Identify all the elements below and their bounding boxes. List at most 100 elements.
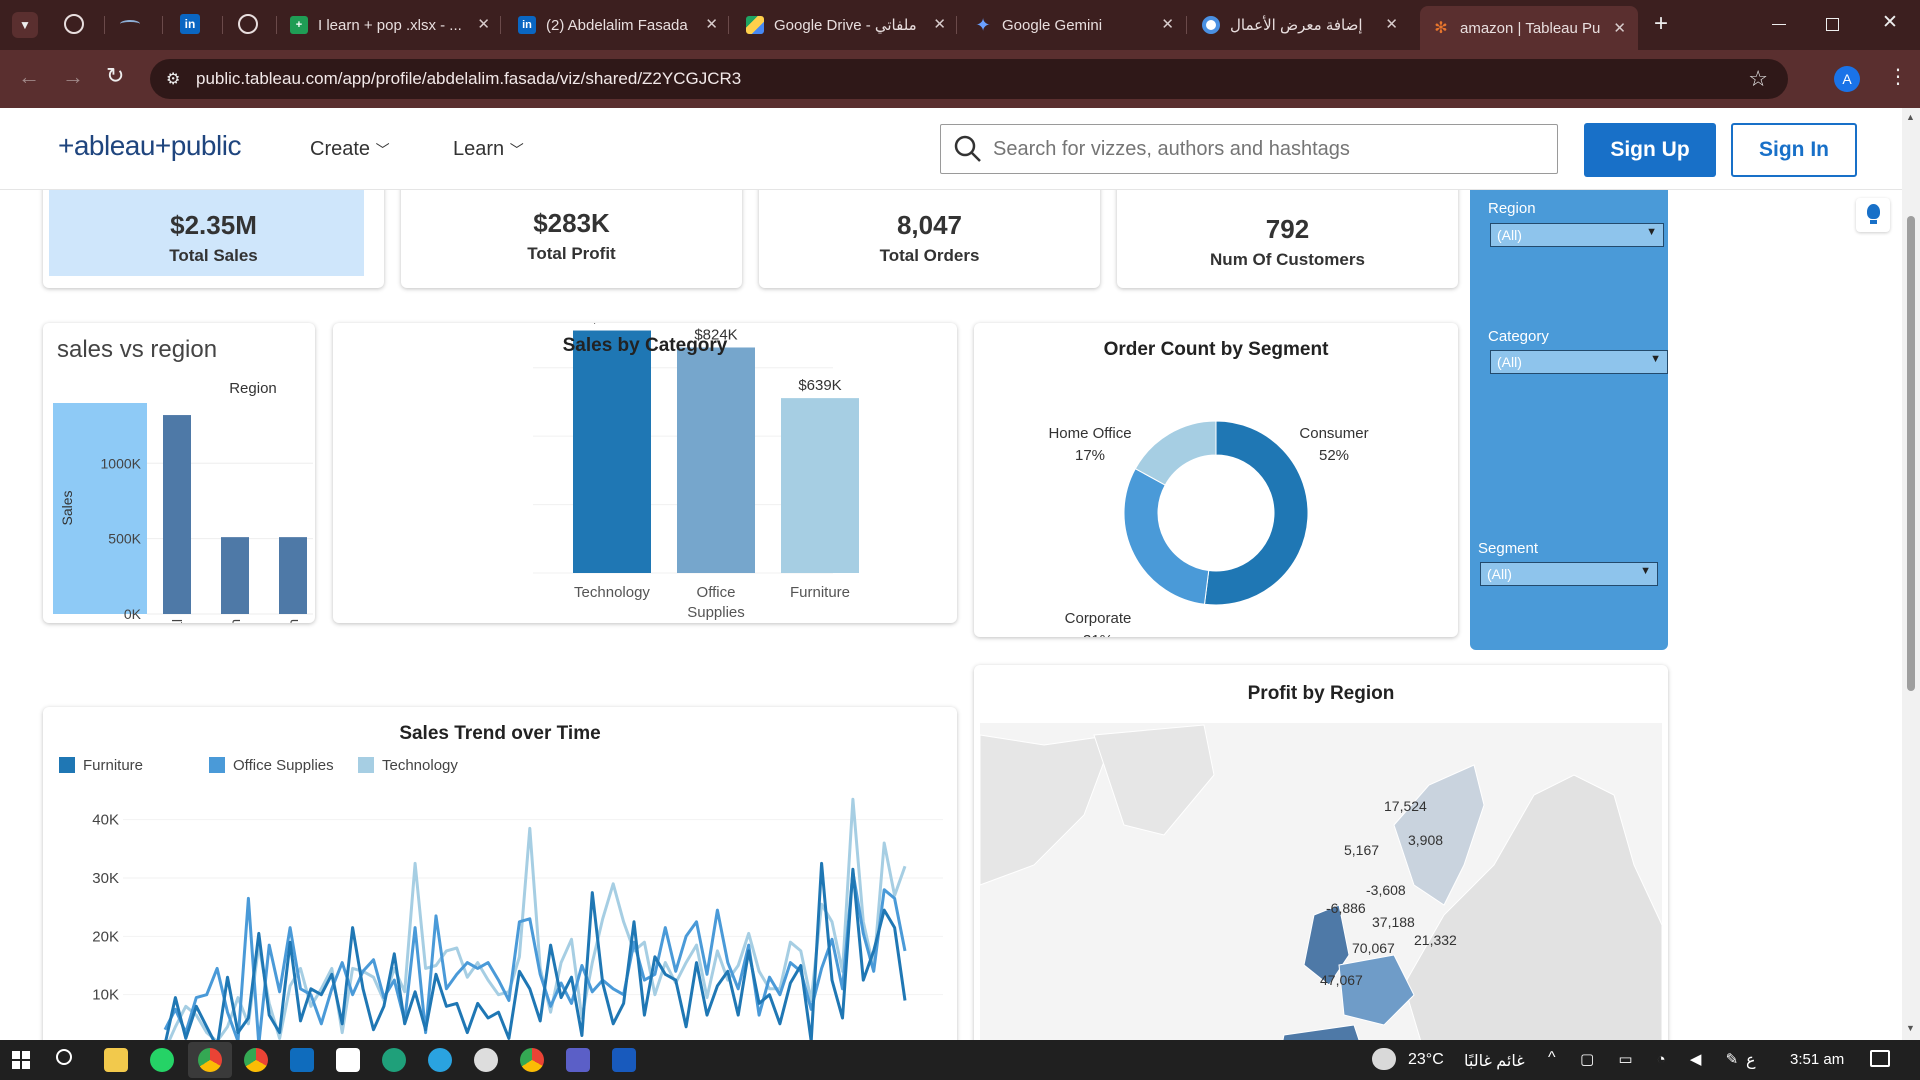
edge-icon[interactable]: [382, 1048, 406, 1072]
close-icon[interactable]: ✕: [1613, 20, 1626, 37]
back-icon[interactable]: ←: [18, 64, 40, 89]
scroll-down-icon[interactable]: ▼: [1906, 1023, 1915, 1033]
linkedin-pinned-icon[interactable]: in: [180, 14, 200, 34]
notifications-icon[interactable]: [1870, 1050, 1890, 1067]
tab-portfolio[interactable]: إضافة معرض الأعمال ✕: [1202, 8, 1398, 42]
search-icon[interactable]: [56, 1049, 72, 1065]
tab-tableau[interactable]: ✻ amazon | Tableau Pu ✕: [1420, 6, 1638, 50]
chart-title: Order Count by Segment: [1103, 339, 1329, 360]
teams-icon[interactable]: [566, 1048, 590, 1072]
filter-region-select[interactable]: (All) ▼: [1490, 223, 1664, 247]
close-icon[interactable]: ✕: [705, 16, 718, 33]
url-bar[interactable]: ⚙ public.tableau.com/app/profile/abdelal…: [150, 59, 1788, 99]
kpi-total-orders: 8,047 Total Orders: [759, 190, 1100, 288]
close-window-button[interactable]: ✕: [1882, 12, 1898, 33]
store-icon[interactable]: [336, 1048, 360, 1072]
y-tick-label: 40K: [92, 812, 119, 829]
avatar[interactable]: A: [1834, 66, 1860, 92]
sign-up-button[interactable]: Sign Up: [1584, 123, 1716, 177]
weather-icon[interactable]: [1372, 1048, 1396, 1070]
filters-panel: Region (All) ▼ Category (All) ▼ Segment (A…: [1470, 190, 1668, 650]
new-tab-button[interactable]: +: [1654, 10, 1669, 37]
data-label: $639K: [798, 377, 841, 394]
pinned-tab-icon[interactable]: [120, 20, 140, 28]
clock[interactable]: 3:51 am: [1790, 1051, 1845, 1068]
menu-icon[interactable]: ⋮: [1888, 66, 1908, 88]
y-tick-label: 500K: [108, 531, 141, 547]
forward-icon[interactable]: →: [62, 64, 84, 89]
scroll-up-icon[interactable]: ▲: [1906, 112, 1915, 122]
tab-search-icon[interactable]: ▼: [12, 12, 38, 38]
language-indicator[interactable]: ع: [1746, 1052, 1756, 1069]
slice-name-label: Consumer: [1299, 425, 1368, 442]
chevron-down-icon: ﹀: [375, 142, 390, 158]
kpi-label: Total Profit: [527, 244, 616, 263]
close-icon[interactable]: ✕: [477, 16, 490, 33]
telegram-icon[interactable]: [428, 1048, 452, 1072]
order-count-by-segment-chart: Consumer 52% Corporate 31% Home Office 17%: [1048, 420, 1369, 649]
tray-icons[interactable]: ▢ ▭ ◔ ◀ ✎: [1580, 1051, 1749, 1068]
nav-create[interactable]: Create ﹀: [310, 138, 390, 160]
series-line: [163, 870, 907, 1040]
globe-icon[interactable]: [238, 14, 258, 34]
outlook-icon[interactable]: [290, 1048, 314, 1072]
tableau-public-logo[interactable]: +ableau+public: [58, 130, 241, 161]
star-icon[interactable]: ☆: [1748, 66, 1768, 91]
sales-by-category-chart: $886K Technology $824K Office Supplies $639K F…: [533, 310, 859, 621]
tab-gemini[interactable]: ✦ Google Gemini ✕: [974, 8, 1174, 42]
filter-segment-select[interactable]: (All) ▼: [1480, 562, 1658, 586]
search-input[interactable]: [993, 137, 1533, 161]
x-tick-label: Technology: [574, 584, 650, 601]
tab-sheets[interactable]: + I learn + pop .xlsx - ... ✕: [290, 8, 490, 42]
tab-drive[interactable]: Google Drive - ملفاتي ✕: [746, 8, 946, 42]
tab-label: Google Drive - ملفاتي: [774, 17, 917, 34]
sales-vs-region-card: sales vs region Region Sales 0K 500K 1000K Cen…: [43, 323, 315, 664]
tab-label: (2) Abdelalim Fasada: [546, 16, 688, 34]
reload-icon[interactable]: ↻: [106, 63, 125, 88]
file-explorer-icon[interactable]: [104, 1048, 128, 1072]
scroll-thumb[interactable]: [1907, 216, 1915, 691]
region-bar: [163, 415, 191, 614]
y-tick-label: 20K: [92, 928, 119, 945]
site-info-icon[interactable]: ⚙: [166, 71, 181, 88]
chrome-profile-icon[interactable]: [244, 1048, 268, 1072]
close-icon[interactable]: ✕: [1161, 16, 1174, 33]
series-line: [167, 797, 907, 1040]
tab-label: amazon | Tableau Pu: [1460, 19, 1601, 37]
tab-label: I learn + pop .xlsx - ...: [318, 16, 462, 34]
sign-in-button[interactable]: Sign In: [1731, 123, 1857, 177]
y-axis-label: Sales: [59, 490, 75, 525]
chrome-icon[interactable]: [198, 1048, 222, 1072]
slice-value-label: 31%: [1083, 632, 1113, 637]
chevron-down-icon: ﹀: [509, 142, 524, 158]
nav-learn[interactable]: Learn ﹀: [453, 138, 524, 160]
kpi-value: $283K: [533, 208, 610, 238]
tab-linkedin[interactable]: in (2) Abdelalim Fasada ✕: [518, 8, 718, 42]
whatsapp-icon[interactable]: [150, 1048, 174, 1072]
sales-trend-chart: Furniture Office Supplies Technology 10K 20K…: [59, 757, 943, 1040]
close-icon[interactable]: ✕: [933, 16, 946, 33]
close-icon[interactable]: ✕: [1385, 16, 1398, 33]
kpi-total-sales: $2.35M Total Sales: [43, 190, 384, 288]
page-scrollbar[interactable]: ▲ ▼: [1902, 108, 1920, 1040]
dashboard: $2.35M Total Sales $283K Total Profit 8,…: [0, 190, 1902, 1040]
word-icon[interactable]: [612, 1048, 636, 1072]
slice-value-label: 52%: [1319, 447, 1349, 464]
kpi-value: 792: [1265, 214, 1310, 244]
windows-start-icon[interactable]: [12, 1051, 30, 1069]
chrome-alt-icon[interactable]: [520, 1048, 544, 1072]
minimize-button[interactable]: [1772, 24, 1786, 25]
obs-icon[interactable]: [474, 1048, 498, 1072]
openai-icon[interactable]: [64, 14, 84, 34]
y-tick-label: 1000K: [101, 455, 142, 471]
drive-icon: [746, 16, 764, 34]
landmass-russia: [1403, 774, 1663, 1040]
kpi-value: 8,047: [896, 210, 963, 240]
restore-button[interactable]: [1826, 18, 1839, 31]
filter-category-select[interactable]: (All) ▼: [1490, 350, 1668, 374]
sheets-icon: +: [290, 16, 308, 34]
chevron-up-icon[interactable]: ^: [1548, 1049, 1556, 1066]
lightbulb-icon[interactable]: [1856, 198, 1890, 232]
browser-tab-bar: ▼ in + I learn + pop .xlsx - ... ✕ in (2…: [0, 0, 1920, 50]
profit-by-region-map[interactable]: 17,524 3,908 5,167 -3,608-6,886 37,188 21,332…: [974, 665, 1668, 1040]
